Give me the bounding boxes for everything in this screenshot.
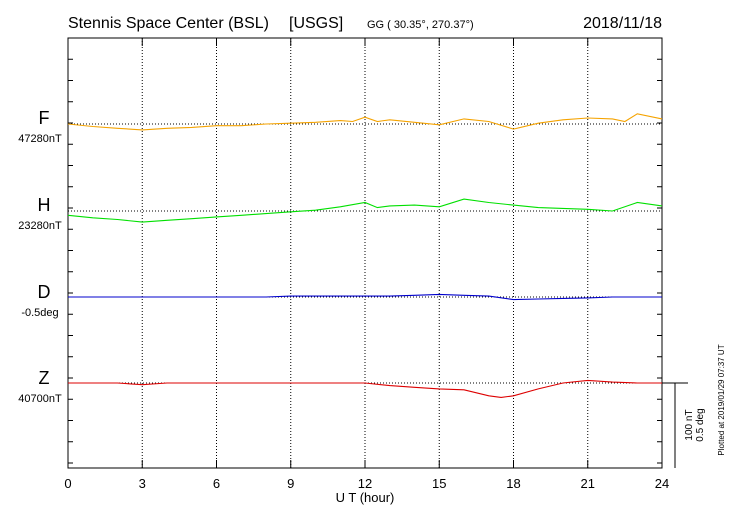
series-line-d bbox=[68, 293, 662, 301]
plot-frame bbox=[67, 37, 663, 469]
component-letter-h: H bbox=[38, 195, 51, 215]
y-ticks bbox=[68, 58, 662, 464]
x-tick-label-18: 18 bbox=[506, 476, 520, 491]
x-axis-label: U T (hour) bbox=[336, 490, 395, 505]
scale-deg-label: 0.5 deg bbox=[695, 408, 706, 441]
scale-nt-label: 100 nT bbox=[684, 409, 695, 440]
x-tick-label-6: 6 bbox=[213, 476, 220, 491]
coordinates-label: GG ( 30.35°, 270.37°) bbox=[367, 19, 474, 31]
component-letter-f: F bbox=[39, 108, 50, 128]
series-lines bbox=[67, 113, 663, 398]
x-tick-label-12: 12 bbox=[358, 476, 372, 491]
x-ticks: 0 3 6 9 12 15 18 21 24 bbox=[64, 38, 669, 491]
x-tick-label-3: 3 bbox=[139, 476, 146, 491]
series-line-h bbox=[67, 198, 663, 223]
baseline-label-f: 47280nT bbox=[18, 133, 62, 145]
x-tick-label-24: 24 bbox=[655, 476, 669, 491]
component-letter-d: D bbox=[38, 282, 51, 302]
series-line-z bbox=[68, 379, 662, 398]
station-title: Stennis Space Center (BSL) bbox=[68, 15, 269, 32]
network-label: [USGS] bbox=[289, 15, 343, 32]
x-tick-label-21: 21 bbox=[581, 476, 595, 491]
grid-lines bbox=[141, 38, 589, 468]
x-tick-label-15: 15 bbox=[432, 476, 446, 491]
baseline-label-h: 23280nT bbox=[18, 220, 62, 232]
plotted-at-note: Plotted at 2019/01/29 07:37 UT bbox=[717, 344, 726, 455]
baseline-label-d: -0.5deg bbox=[21, 307, 58, 319]
component-letter-z: Z bbox=[39, 368, 50, 388]
baseline-label-z: 40700nT bbox=[18, 393, 62, 405]
date-label: 2018/11/18 bbox=[583, 15, 662, 32]
x-tick-label-0: 0 bbox=[64, 476, 71, 491]
x-tick-label-9: 9 bbox=[287, 476, 294, 491]
series-line-f bbox=[67, 113, 663, 131]
